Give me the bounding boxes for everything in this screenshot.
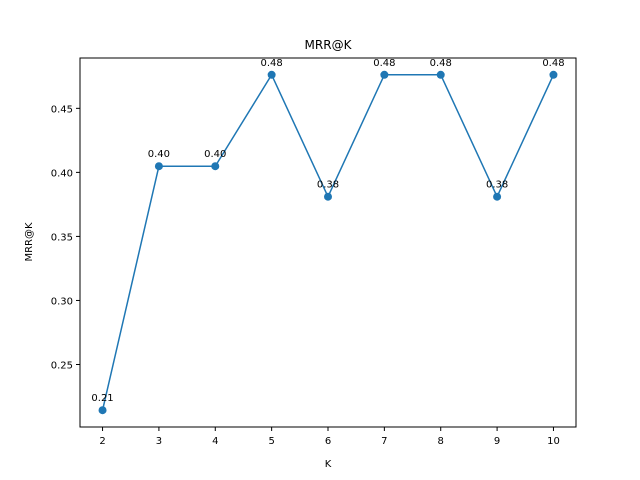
x-tick-label: 2 (99, 436, 105, 447)
x-axis: 2 3 4 5 6 7 8 9 10 (99, 427, 560, 447)
y-tick-label: 0.35 (51, 232, 73, 243)
data-label: 0.38 (486, 180, 508, 191)
x-tick-label: 8 (438, 436, 444, 447)
x-tick-label: 6 (325, 436, 331, 447)
data-label: 0.40 (204, 149, 226, 160)
data-point (380, 70, 389, 79)
y-tick-label: 0.45 (51, 104, 73, 115)
y-axis: 0.25 0.30 0.35 0.40 0.45 (51, 104, 80, 371)
data-label: 0.38 (317, 180, 339, 191)
data-point (493, 192, 502, 201)
data-label: 0.48 (373, 58, 395, 69)
x-tick-label: 5 (268, 436, 274, 447)
x-tick-label: 10 (547, 436, 560, 447)
chart-title: MRR@K (305, 38, 353, 52)
data-point (436, 70, 445, 79)
data-point (211, 162, 220, 171)
y-tick-label: 0.25 (51, 360, 73, 371)
data-label: 0.48 (542, 58, 564, 69)
data-point (98, 406, 107, 415)
y-tick-label: 0.30 (51, 296, 73, 307)
x-axis-title: K (325, 459, 332, 470)
series-line (101, 74, 555, 411)
plot-area-frame (79, 57, 577, 428)
x-tick-label: 9 (494, 436, 500, 447)
y-axis-title: MRR@K (24, 222, 35, 262)
data-label: 0.48 (430, 58, 452, 69)
y-tick-label: 0.40 (51, 168, 73, 179)
series-layer: 0.21 0.40 0.40 0.48 0.38 0.48 0.48 0.38 0.48 (91, 58, 565, 415)
x-tick-label: 4 (212, 436, 218, 447)
data-point (549, 70, 558, 79)
data-point (324, 192, 332, 201)
data-label: 0.48 (261, 58, 283, 69)
x-tick-label: 3 (156, 436, 162, 447)
data-point (267, 70, 276, 79)
data-point (154, 162, 163, 171)
x-tick-label: 7 (381, 436, 387, 447)
data-label: 0.21 (91, 393, 113, 404)
data-label: 0.40 (148, 149, 170, 160)
